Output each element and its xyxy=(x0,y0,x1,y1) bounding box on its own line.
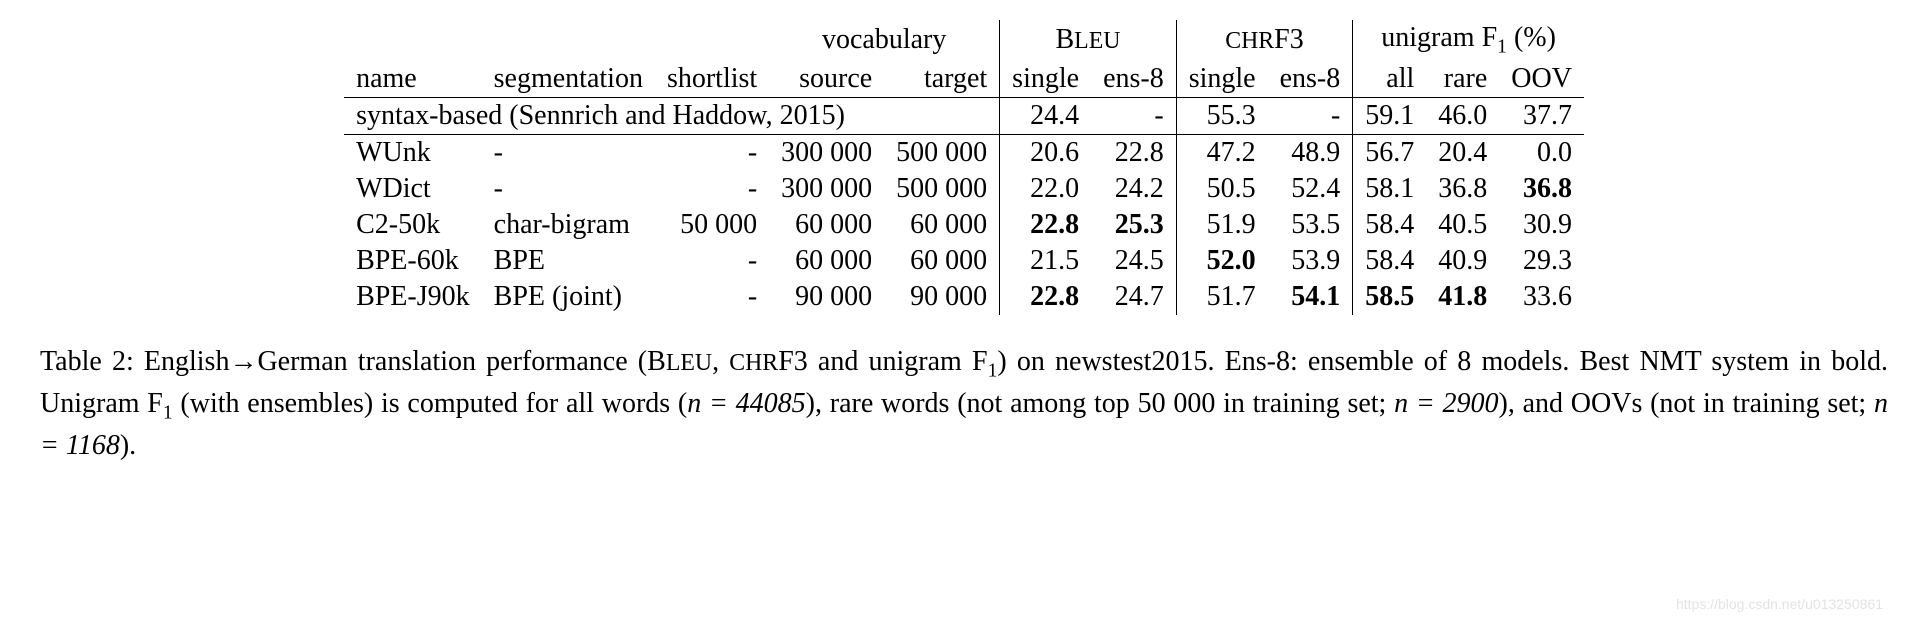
cell-chrf_single: 50.5 xyxy=(1176,171,1267,207)
cell-bleu_ens8: 24.7 xyxy=(1091,279,1176,315)
cell-segmentation: BPE xyxy=(482,243,655,279)
table-row: BPE-J90kBPE (joint)-90 00090 00022.824.7… xyxy=(344,279,1584,315)
cell-bleu_single: 22.8 xyxy=(1000,279,1091,315)
table-row: BPE-60kBPE-60 00060 00021.524.552.053.95… xyxy=(344,243,1584,279)
cell-f1_rare: 20.4 xyxy=(1426,134,1499,171)
col-source: source xyxy=(769,61,884,98)
cell-shortlist: - xyxy=(655,279,769,315)
syntax-row: syntax-based (Sennrich and Haddow, 2015)… xyxy=(344,97,1584,134)
cell-source: 300 000 xyxy=(769,171,884,207)
syntax-f1-oov: 37.7 xyxy=(1499,97,1584,134)
cell-f1_oov: 29.3 xyxy=(1499,243,1584,279)
group-vocabulary: vocabulary xyxy=(769,20,1000,61)
col-rare: rare xyxy=(1426,61,1499,98)
cell-name: WUnk xyxy=(344,134,482,171)
col-segmentation: segmentation xyxy=(482,61,655,98)
cell-target: 60 000 xyxy=(884,243,1000,279)
cell-target: 90 000 xyxy=(884,279,1000,315)
cell-f1_all: 58.4 xyxy=(1353,243,1427,279)
cell-source: 300 000 xyxy=(769,134,884,171)
col-all: all xyxy=(1353,61,1427,98)
cell-bleu_ens8: 24.5 xyxy=(1091,243,1176,279)
syntax-label: syntax-based (Sennrich and Haddow, 2015) xyxy=(344,97,884,134)
cell-bleu_ens8: 22.8 xyxy=(1091,134,1176,171)
watermark: https://blog.csdn.net/u013250861 xyxy=(1676,596,1883,612)
cell-f1_oov: 36.8 xyxy=(1499,171,1584,207)
cell-name: BPE-J90k xyxy=(344,279,482,315)
syntax-chrf-ens8: - xyxy=(1268,97,1353,134)
col-single-chrf: single xyxy=(1176,61,1267,98)
cell-chrf_single: 51.7 xyxy=(1176,279,1267,315)
cell-chrf_ens8: 48.9 xyxy=(1268,134,1353,171)
cell-f1_oov: 33.6 xyxy=(1499,279,1584,315)
col-oov: OOV xyxy=(1499,61,1584,98)
syntax-bleu-ens8: - xyxy=(1091,97,1176,134)
cell-target: 60 000 xyxy=(884,207,1000,243)
cell-name: C2-50k xyxy=(344,207,482,243)
cell-source: 60 000 xyxy=(769,207,884,243)
table-container: vocabulary BLEU CHRF3 unigram F1 (%) nam… xyxy=(40,20,1888,315)
cell-f1_all: 58.5 xyxy=(1353,279,1427,315)
cell-f1_rare: 40.5 xyxy=(1426,207,1499,243)
cell-segmentation: - xyxy=(482,171,655,207)
cell-chrf_ens8: 53.9 xyxy=(1268,243,1353,279)
col-ens8-chrf: ens-8 xyxy=(1268,61,1353,98)
cell-chrf_single: 47.2 xyxy=(1176,134,1267,171)
cell-shortlist: - xyxy=(655,243,769,279)
cell-source: 60 000 xyxy=(769,243,884,279)
cell-source: 90 000 xyxy=(769,279,884,315)
cell-bleu_single: 21.5 xyxy=(1000,243,1091,279)
cell-f1_all: 58.1 xyxy=(1353,171,1427,207)
cell-f1_rare: 36.8 xyxy=(1426,171,1499,207)
header-row-1: vocabulary BLEU CHRF3 unigram F1 (%) xyxy=(344,20,1584,61)
syntax-chrf-single: 55.3 xyxy=(1176,97,1267,134)
table-row: WUnk--300 000500 00020.622.847.248.956.7… xyxy=(344,134,1584,171)
header-row-2: name segmentation shortlist source targe… xyxy=(344,61,1584,98)
syntax-f1-all: 59.1 xyxy=(1353,97,1427,134)
cell-shortlist: 50 000 xyxy=(655,207,769,243)
cell-name: BPE-60k xyxy=(344,243,482,279)
col-single-bleu: single xyxy=(1000,61,1091,98)
cell-bleu_ens8: 24.2 xyxy=(1091,171,1176,207)
cell-chrf_single: 51.9 xyxy=(1176,207,1267,243)
cell-f1_rare: 40.9 xyxy=(1426,243,1499,279)
cell-shortlist: - xyxy=(655,134,769,171)
table-row: C2-50kchar-bigram50 00060 00060 00022.82… xyxy=(344,207,1584,243)
cell-f1_oov: 0.0 xyxy=(1499,134,1584,171)
cell-segmentation: - xyxy=(482,134,655,171)
cell-segmentation: char-bigram xyxy=(482,207,655,243)
group-unigram: unigram F1 (%) xyxy=(1353,20,1584,61)
cell-f1_all: 56.7 xyxy=(1353,134,1427,171)
cell-segmentation: BPE (joint) xyxy=(482,279,655,315)
group-chrf3: CHRF3 xyxy=(1176,20,1353,61)
group-bleu: BLEU xyxy=(1000,20,1177,61)
cell-f1_oov: 30.9 xyxy=(1499,207,1584,243)
results-table: vocabulary BLEU CHRF3 unigram F1 (%) nam… xyxy=(344,20,1584,315)
syntax-f1-rare: 46.0 xyxy=(1426,97,1499,134)
col-shortlist: shortlist xyxy=(655,61,769,98)
cell-name: WDict xyxy=(344,171,482,207)
cell-chrf_ens8: 53.5 xyxy=(1268,207,1353,243)
cell-bleu_single: 20.6 xyxy=(1000,134,1091,171)
cell-chrf_ens8: 52.4 xyxy=(1268,171,1353,207)
cell-target: 500 000 xyxy=(884,134,1000,171)
cell-chrf_single: 52.0 xyxy=(1176,243,1267,279)
cell-chrf_ens8: 54.1 xyxy=(1268,279,1353,315)
cell-target: 500 000 xyxy=(884,171,1000,207)
table-caption: Table 2: English→German translation perf… xyxy=(40,343,1888,465)
cell-shortlist: - xyxy=(655,171,769,207)
cell-bleu_single: 22.8 xyxy=(1000,207,1091,243)
col-target: target xyxy=(884,61,1000,98)
cell-bleu_ens8: 25.3 xyxy=(1091,207,1176,243)
syntax-bleu-single: 24.4 xyxy=(1000,97,1091,134)
col-name: name xyxy=(344,61,482,98)
cell-f1_all: 58.4 xyxy=(1353,207,1427,243)
cell-f1_rare: 41.8 xyxy=(1426,279,1499,315)
cell-bleu_single: 22.0 xyxy=(1000,171,1091,207)
table-row: WDict--300 000500 00022.024.250.552.458.… xyxy=(344,171,1584,207)
col-ens8-bleu: ens-8 xyxy=(1091,61,1176,98)
